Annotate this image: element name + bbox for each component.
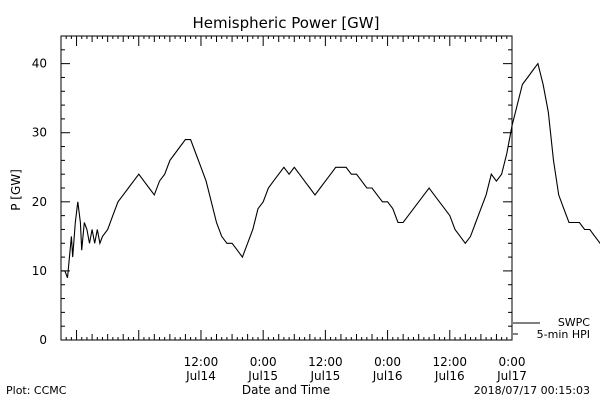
x-tick-date-label: Jul16 <box>372 369 403 383</box>
y-axis: 0 10 20 30 40 <box>32 35 512 347</box>
x-tick-date-label: Jul16 <box>434 369 465 383</box>
x-axis: 12:00Jul140:00Jul1512:00Jul150:00Jul1612… <box>60 36 527 383</box>
plot-timestamp: 2018/07/17 00:15:03 <box>474 384 590 397</box>
y-tick-label: 20 <box>32 195 47 209</box>
x-tick-time-label: 0:00 <box>499 355 526 369</box>
x-tick-date-label: Jul14 <box>185 369 216 383</box>
y-tick-label: 30 <box>32 126 47 140</box>
x-tick-date-label: Jul17 <box>496 369 527 383</box>
plot-credit: Plot: CCMC <box>6 384 67 397</box>
x-tick-time-label: 12:00 <box>184 355 219 369</box>
y-tick-label: 40 <box>32 57 47 71</box>
legend-hpi-label: 5-min HPI <box>537 328 590 341</box>
y-tick-label: 0 <box>39 333 47 347</box>
x-tick-date-label: Jul15 <box>247 369 278 383</box>
y-axis-label: P [GW] <box>9 169 23 211</box>
series-group <box>61 62 600 278</box>
x-axis-label: Date and Time <box>242 383 330 397</box>
x-tick-time-label: 12:00 <box>308 355 343 369</box>
y-tick-label: 10 <box>32 264 47 278</box>
legend: SWPC 5-min HPI <box>513 316 590 341</box>
x-tick-date-label: Jul15 <box>310 369 341 383</box>
x-tick-time-label: 0:00 <box>374 355 401 369</box>
series-line <box>61 62 600 278</box>
x-tick-time-label: 0:00 <box>250 355 277 369</box>
chart-title: Hemispheric Power [GW] <box>193 14 380 32</box>
x-tick-time-label: 12:00 <box>432 355 467 369</box>
legend-swpc-label: SWPC <box>558 316 590 329</box>
